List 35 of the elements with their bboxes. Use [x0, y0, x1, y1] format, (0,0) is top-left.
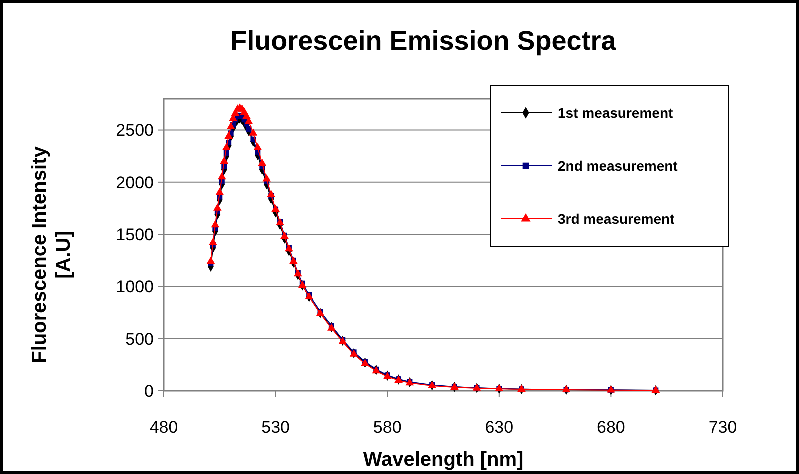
y-tick-label: 1500	[116, 226, 154, 245]
point	[258, 158, 267, 166]
y-tick-label: 1000	[116, 278, 154, 297]
x-tick-label: 480	[150, 418, 178, 437]
y-tick-label: 2000	[116, 173, 154, 192]
y-tick-label: 0	[144, 382, 154, 401]
point	[206, 256, 216, 264]
point	[211, 220, 220, 228]
y-axis-title: Fluorescence Intensity [A.U]	[29, 146, 75, 364]
chart-title: Fluorescein Emission Spectra	[230, 26, 618, 56]
point	[254, 143, 262, 150]
point	[224, 132, 234, 139]
point	[222, 143, 231, 150]
point	[242, 112, 251, 120]
x-tick-label: 530	[262, 418, 290, 437]
legend-label: 1st measurement	[558, 104, 674, 121]
x-tick-label: 680	[597, 418, 626, 437]
x-tick-label: 580	[373, 418, 402, 437]
x-tick-label: 630	[485, 418, 514, 437]
point	[262, 174, 272, 182]
y-tick-label: 2500	[116, 121, 154, 140]
point	[249, 128, 258, 136]
point	[216, 188, 224, 196]
point	[209, 238, 218, 246]
point	[218, 172, 226, 180]
point	[220, 156, 229, 164]
y-tick-label: 500	[126, 330, 154, 349]
point	[226, 122, 236, 130]
point	[214, 204, 222, 211]
point	[267, 190, 276, 198]
point	[246, 126, 252, 132]
legend-label: 2nd measurement	[558, 158, 678, 174]
legend-label: 3rd measurement	[558, 210, 676, 227]
x-axis-title: Wavelength [nm]	[363, 449, 524, 471]
x-tick-label: 730	[708, 418, 738, 437]
